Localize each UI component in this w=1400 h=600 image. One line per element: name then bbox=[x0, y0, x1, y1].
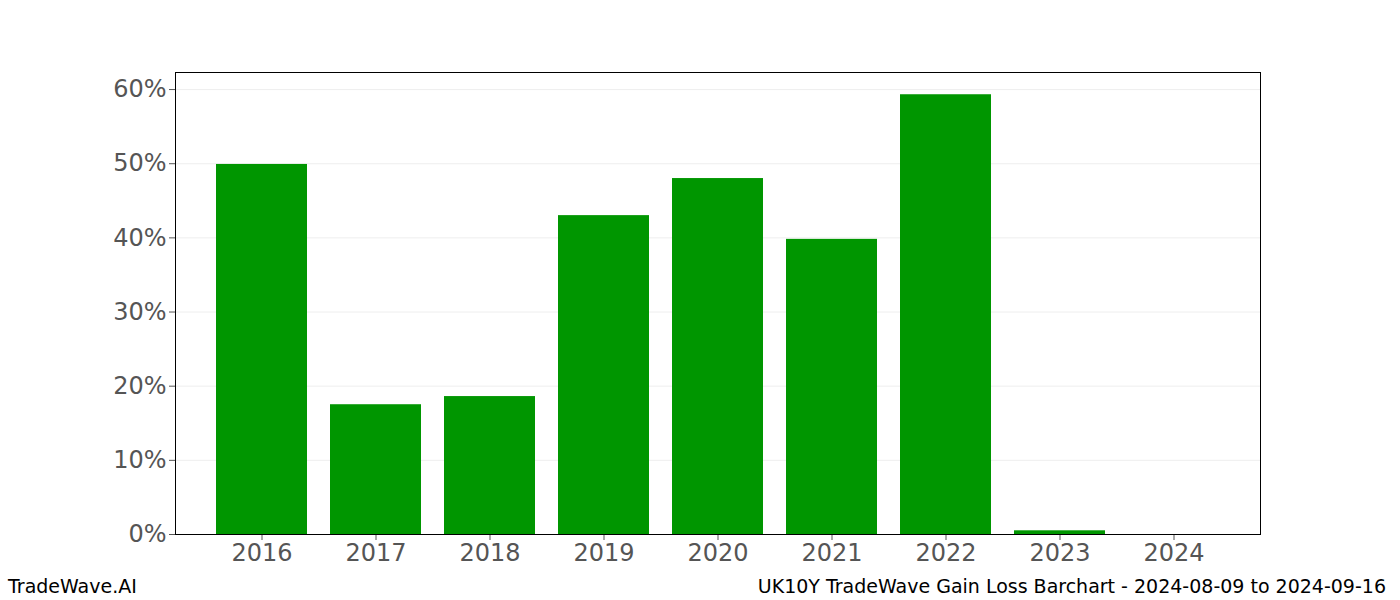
svg-text:40%: 40% bbox=[113, 224, 166, 252]
svg-text:2020: 2020 bbox=[687, 539, 748, 567]
svg-text:10%: 10% bbox=[113, 446, 166, 474]
svg-text:20%: 20% bbox=[113, 372, 166, 400]
svg-text:2018: 2018 bbox=[459, 539, 520, 567]
svg-text:2021: 2021 bbox=[801, 539, 862, 567]
svg-text:2016: 2016 bbox=[231, 539, 292, 567]
svg-text:60%: 60% bbox=[113, 75, 166, 103]
svg-text:50%: 50% bbox=[113, 149, 166, 177]
svg-text:30%: 30% bbox=[113, 298, 166, 326]
svg-text:2022: 2022 bbox=[915, 539, 976, 567]
html-text:TradeWave.AI: TradeWave.AI bbox=[8, 575, 137, 597]
svg-text:2023: 2023 bbox=[1029, 539, 1090, 567]
svg-text:2017: 2017 bbox=[345, 539, 406, 567]
svg-text:2024: 2024 bbox=[1143, 539, 1204, 567]
svg-text:0%: 0% bbox=[128, 520, 166, 548]
svg-text:2019: 2019 bbox=[573, 539, 634, 567]
html-text:UK10Y TradeWave Gain Loss Barc: UK10Y TradeWave Gain Loss Barchart - 202… bbox=[757, 575, 1386, 597]
